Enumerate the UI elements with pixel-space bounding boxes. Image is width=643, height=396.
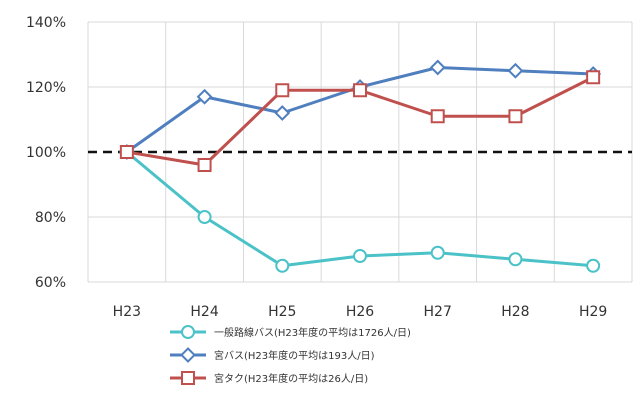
data-point-series-3	[430, 109, 445, 124]
x-tick-label: H29	[579, 304, 607, 320]
data-point-series-2	[274, 105, 291, 121]
x-tick-label: H27	[424, 304, 452, 320]
legend-label-1: 一般路線バス(H23年度の平均は1726人/日)	[214, 326, 411, 339]
data-point-series-2	[429, 59, 446, 76]
y-tick-label: 80%	[35, 210, 66, 226]
data-point-series-3	[275, 83, 290, 98]
legend-label-3: 宮タク(H23年度の平均は26人/日)	[214, 372, 368, 385]
legend-marker-2	[180, 347, 196, 363]
x-tick-label: H26	[346, 304, 374, 320]
y-tick-label: 100%	[26, 145, 66, 161]
y-tick-label: 120%	[26, 80, 66, 96]
data-point-series-3	[119, 145, 134, 159]
data-point-series-1	[353, 249, 367, 263]
data-point-series-2	[507, 62, 524, 79]
data-point-series-3	[353, 83, 367, 98]
data-point-series-1	[586, 258, 601, 273]
legend-label-2: 宮バス(H23年度の平均は193人/日)	[214, 349, 375, 362]
data-point-series-1	[430, 245, 445, 260]
data-point-series-3	[197, 158, 212, 172]
data-point-series-1	[197, 210, 212, 224]
data-point-series-1	[275, 258, 290, 273]
x-tick-label: H23	[113, 304, 141, 320]
y-tick-label: 140%	[26, 15, 66, 31]
data-point-series-3	[586, 70, 601, 85]
y-tick-label: 60%	[35, 275, 66, 291]
x-tick-label: H28	[501, 304, 529, 320]
x-tick-label: H25	[268, 304, 296, 320]
data-point-series-3	[508, 109, 523, 124]
x-tick-label: H24	[190, 304, 218, 320]
data-point-series-2	[196, 88, 213, 105]
legend-marker-1	[181, 325, 195, 339]
data-point-series-1	[508, 252, 523, 267]
legend-marker-3	[181, 371, 195, 385]
series-line-1	[125, 150, 594, 268]
